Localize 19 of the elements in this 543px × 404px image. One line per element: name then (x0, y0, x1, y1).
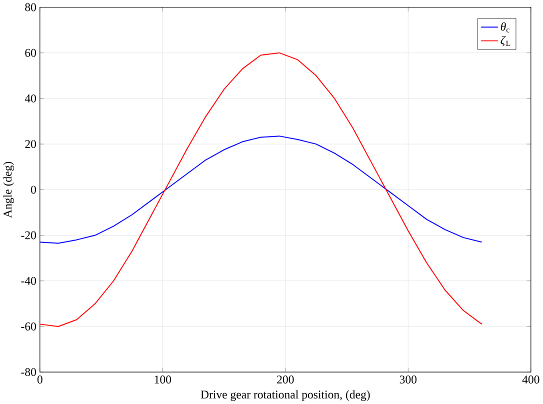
line-series (40, 52, 482, 327)
x-axis-title: Drive gear rotational position, (deg) (200, 390, 370, 401)
x-tick-label: 400 (522, 375, 540, 384)
legend-label: θ$_{c}$ (500, 22, 510, 32)
y-tick-label: 80 (25, 3, 36, 12)
x-tick-label: 0 (37, 375, 42, 384)
y-tick-label: 60 (25, 48, 36, 57)
y-tick-label: -80 (21, 368, 36, 376)
legend-label: ζ$_{L}$ (500, 36, 510, 46)
y-axis-title: Angle (deg) (3, 162, 14, 218)
y-tick-label: -60 (21, 322, 36, 330)
y-tick-label: 20 (25, 140, 36, 148)
x-tick-label: 200 (277, 375, 294, 384)
y-tick-label: -40 (21, 276, 36, 285)
y-tick-label: 0 (30, 186, 36, 194)
y-tick-label: 40 (24, 94, 36, 102)
x-tick-label: 100 (154, 375, 172, 384)
x-tick-label: 300 (400, 375, 417, 384)
y-tick-label: -20 (21, 231, 36, 240)
